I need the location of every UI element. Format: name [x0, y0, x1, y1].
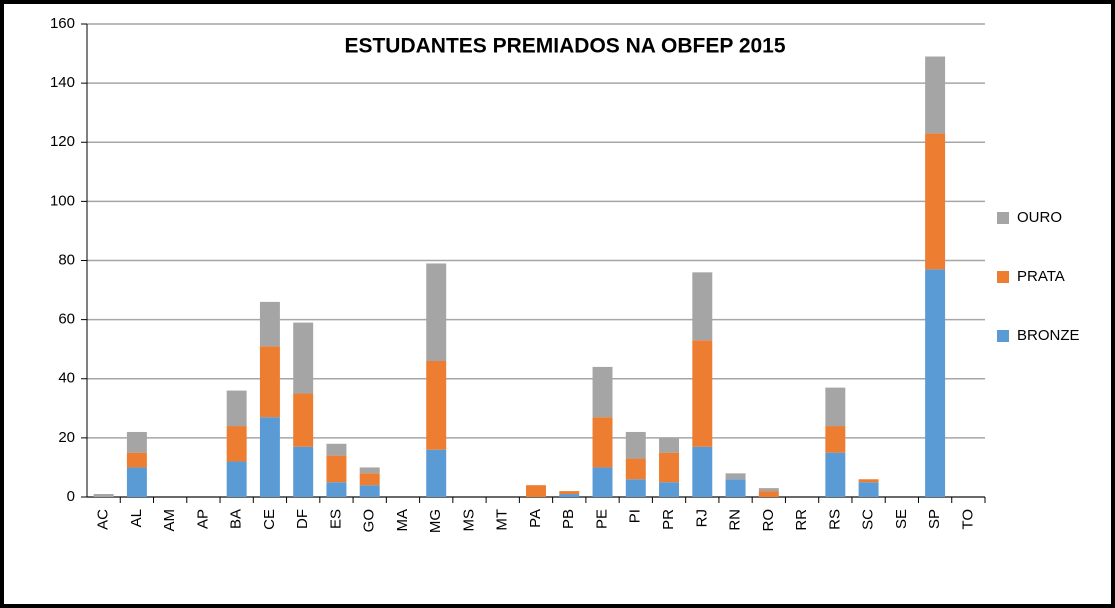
bar-segment	[359, 485, 380, 497]
y-tick-label: 100	[50, 192, 75, 209]
x-tick-label: DF	[294, 509, 311, 529]
legend-label: OURO	[1017, 209, 1062, 226]
y-tick-label: 60	[58, 311, 75, 328]
x-tick-label: AC	[95, 509, 112, 530]
bar-segment	[326, 482, 347, 497]
bar-segment	[758, 491, 779, 497]
x-tick-label: PA	[527, 509, 544, 528]
bar-segment	[526, 485, 546, 497]
x-tick-label: MG	[427, 509, 444, 533]
y-tick-label: 20	[58, 429, 75, 446]
bar-segment	[592, 366, 613, 418]
x-tick-label: RR	[793, 509, 810, 531]
bar-segment	[426, 263, 447, 362]
bar-segment	[858, 479, 879, 483]
bar-segment	[725, 479, 746, 497]
x-tick-label: SE	[893, 509, 910, 529]
bar-segment	[625, 431, 646, 459]
bar-segment	[725, 473, 746, 480]
x-tick-label: SC	[860, 509, 877, 530]
x-tick-label: PR	[660, 509, 677, 530]
x-tick-label: BA	[228, 509, 245, 529]
bar-segment	[825, 452, 846, 497]
bar-segment	[659, 452, 680, 483]
bar-segment	[659, 437, 680, 453]
x-tick-label: AP	[194, 509, 211, 529]
y-tick-label: 80	[58, 251, 75, 268]
bar-segment	[226, 390, 247, 427]
x-tick-label: RN	[727, 509, 744, 531]
bar-segment	[559, 494, 580, 497]
bar-segment	[858, 482, 879, 497]
bar-segment	[359, 467, 380, 474]
legend-label: BRONZE	[1017, 327, 1080, 344]
bar-segment	[692, 272, 713, 341]
bar-segment	[259, 301, 280, 347]
chart-title: ESTUDANTES PREMIADOS NA OBFEP 2015	[344, 35, 785, 58]
bar-segment	[326, 443, 347, 456]
bar-segment	[293, 322, 314, 394]
bar-segment	[925, 56, 946, 134]
legend-swatch	[997, 212, 1009, 224]
bar-segment	[592, 417, 613, 468]
x-tick-label: GO	[361, 509, 378, 532]
x-tick-label: RO	[760, 509, 777, 532]
bar-segment	[758, 488, 779, 492]
bar-segment	[825, 387, 846, 427]
x-tick-label: RJ	[693, 509, 710, 527]
x-tick-label: ES	[327, 509, 344, 529]
bar-segment	[93, 494, 114, 497]
x-tick-label: AL	[128, 509, 145, 527]
bar-segment	[592, 467, 613, 497]
bar-segment	[625, 458, 646, 480]
bar-segment	[293, 393, 314, 447]
bar-segment	[426, 449, 447, 497]
legend-label: PRATA	[1017, 268, 1065, 285]
y-tick-label: 140	[50, 74, 75, 91]
x-tick-label: PB	[560, 509, 577, 529]
bar-segment	[426, 361, 447, 450]
x-tick-label: MT	[494, 509, 511, 531]
x-tick-label: AM	[161, 509, 178, 532]
x-tick-label: SP	[926, 509, 943, 529]
bar-segment	[126, 452, 147, 468]
y-tick-label: 0	[67, 488, 75, 505]
x-tick-label: PI	[627, 509, 644, 523]
bar-segment	[226, 461, 247, 497]
y-tick-label: 120	[50, 133, 75, 150]
bar-segment	[659, 482, 680, 497]
x-tick-label: MA	[394, 509, 411, 532]
legend-swatch	[997, 330, 1009, 342]
bar-segment	[692, 340, 713, 447]
bar-segment	[692, 446, 713, 497]
bar-segment	[126, 431, 147, 453]
x-tick-label: MS	[460, 509, 477, 532]
bar-segment	[359, 473, 380, 486]
bar-segment	[625, 479, 646, 497]
bar-segment	[293, 446, 314, 497]
bar-segment	[559, 491, 580, 495]
y-tick-label: 40	[58, 370, 75, 387]
x-tick-label: RS	[826, 509, 843, 530]
bar-segment	[925, 269, 946, 497]
bar-segment	[126, 467, 147, 497]
x-tick-label: CE	[261, 509, 278, 530]
bar-segment	[825, 426, 846, 453]
bar-segment	[259, 346, 280, 418]
y-tick-label: 160	[50, 15, 75, 32]
bar-segment	[226, 426, 247, 462]
bar-segment	[326, 455, 347, 483]
legend-swatch	[997, 271, 1009, 283]
x-tick-label: PE	[593, 509, 610, 529]
x-tick-label: TO	[959, 509, 976, 530]
bar-segment	[259, 417, 280, 497]
bar-segment	[925, 133, 946, 270]
